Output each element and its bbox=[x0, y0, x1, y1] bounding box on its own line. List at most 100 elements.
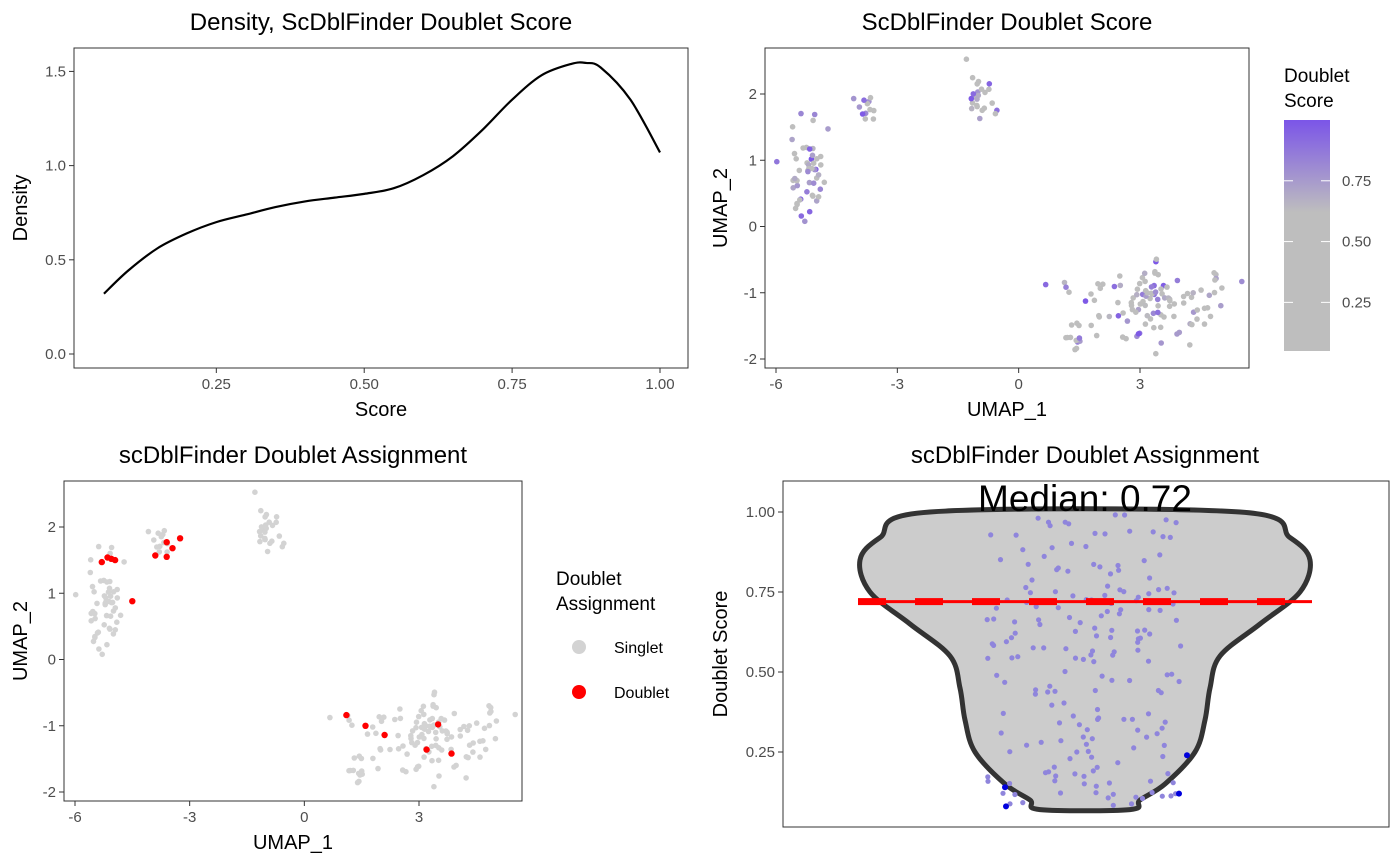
violin-point bbox=[1178, 643, 1184, 649]
umap-score-point bbox=[798, 213, 805, 219]
umap-score-point bbox=[1130, 295, 1136, 301]
violin-point bbox=[1105, 795, 1111, 801]
umap-score-point bbox=[981, 105, 988, 111]
violin-point bbox=[1168, 793, 1174, 799]
umap-score-point bbox=[968, 95, 975, 102]
median-dash bbox=[1143, 598, 1171, 606]
umap-score-point bbox=[1096, 314, 1103, 320]
umap-score-point bbox=[1148, 284, 1155, 290]
umap-singlet-point bbox=[412, 742, 418, 748]
violin-point bbox=[1057, 790, 1064, 796]
violin-point bbox=[1094, 764, 1100, 770]
violin-point bbox=[1027, 590, 1033, 596]
umap-assignment-plot-frame bbox=[63, 480, 523, 802]
umap-score-point bbox=[791, 150, 798, 157]
legend-label-doublet: Doublet bbox=[614, 685, 670, 702]
umap-score-point bbox=[810, 180, 817, 186]
violin-point bbox=[1036, 617, 1042, 623]
violin-point bbox=[1068, 540, 1075, 547]
umap-score-point bbox=[1154, 296, 1161, 303]
umap-score-point bbox=[806, 208, 813, 215]
umap-singlet-point bbox=[92, 615, 98, 622]
umap-singlet-point bbox=[464, 727, 471, 734]
violin-point bbox=[1088, 652, 1094, 658]
umap-singlet-point bbox=[72, 591, 79, 598]
umap-singlet-point bbox=[257, 533, 264, 539]
violin-point bbox=[1037, 621, 1043, 628]
umap-assignment-x-tick-label: -6 bbox=[68, 809, 81, 826]
umap-score-point bbox=[1204, 305, 1211, 311]
umap-singlet-point bbox=[257, 538, 263, 545]
umap-score-x-tick-label: -3 bbox=[891, 376, 904, 393]
umap-singlet-point bbox=[421, 711, 427, 718]
umap-score-y-ticks: -2 -1 0 1 2 bbox=[744, 86, 765, 368]
umap-score-point bbox=[1120, 310, 1126, 316]
umap-singlet-point bbox=[262, 536, 268, 543]
density-x-label: Score bbox=[355, 399, 407, 421]
umap-score-y-tick-label: 1 bbox=[749, 152, 757, 169]
violin-point bbox=[1096, 715, 1102, 721]
density-y-tick-label: 1.0 bbox=[45, 158, 66, 175]
violin-outlier-point bbox=[1176, 790, 1182, 797]
colorbar bbox=[1284, 120, 1330, 351]
violin-point bbox=[1072, 655, 1079, 661]
umap-score-points bbox=[774, 56, 1245, 357]
violin-point bbox=[1091, 659, 1097, 665]
violin-point bbox=[1063, 646, 1069, 652]
umap-score-point bbox=[1211, 289, 1218, 296]
violin-point bbox=[1081, 781, 1087, 787]
violin-point bbox=[1150, 529, 1156, 535]
umap-doublet-point bbox=[362, 722, 369, 729]
umap-assignment-points bbox=[72, 489, 518, 790]
legend-key-singlet bbox=[572, 640, 586, 654]
umap-score-point bbox=[809, 165, 815, 172]
umap-score-point bbox=[1155, 309, 1161, 316]
violin-point bbox=[1085, 748, 1091, 755]
umap-score-point bbox=[811, 111, 818, 118]
colorbar-tick-label: 0.75 bbox=[1342, 173, 1371, 190]
violin-point bbox=[1122, 512, 1128, 518]
umap-score-point bbox=[789, 124, 796, 130]
umap-score-x-label: UMAP_1 bbox=[967, 399, 1047, 421]
umap-score-point bbox=[806, 179, 813, 186]
umap-score-point bbox=[856, 104, 863, 110]
umap-singlet-point bbox=[364, 731, 371, 737]
umap-score-point bbox=[1142, 278, 1148, 285]
umap-singlet-point bbox=[477, 754, 483, 760]
umap-singlet-point bbox=[457, 726, 464, 733]
umap-score-point bbox=[1198, 287, 1204, 293]
umap-singlet-point bbox=[369, 724, 376, 730]
violin-point bbox=[1035, 515, 1041, 521]
umap-singlet-point bbox=[112, 627, 119, 633]
umap-singlet-point bbox=[487, 710, 493, 716]
density-x-tick-label: 1.00 bbox=[645, 376, 674, 393]
umap-singlet-point bbox=[381, 714, 387, 720]
violin-point bbox=[1090, 768, 1096, 774]
violin-point bbox=[1127, 528, 1133, 534]
umap-score-point bbox=[1158, 340, 1164, 346]
violin-point bbox=[1081, 773, 1087, 779]
violin-point bbox=[1094, 706, 1101, 713]
umap-assignment-y-ticks: -2 -1 0 1 2 bbox=[43, 519, 64, 801]
umap-assignment-y-tick-label: -2 bbox=[43, 784, 56, 801]
umap-score-point bbox=[1063, 284, 1069, 291]
umap-singlet-point bbox=[164, 549, 170, 555]
violin-point bbox=[1041, 645, 1047, 651]
violin-point bbox=[1131, 745, 1137, 751]
umap-singlet-point bbox=[451, 764, 457, 770]
assignment-legend-title: Doublet Assignment bbox=[556, 569, 656, 615]
umap-singlet-point bbox=[154, 544, 160, 550]
umap-score-point bbox=[1061, 279, 1068, 286]
umap-singlet-point bbox=[107, 613, 114, 619]
violin-point bbox=[1104, 608, 1110, 615]
violin-point bbox=[1097, 564, 1103, 570]
umap-singlet-point bbox=[416, 734, 423, 740]
violin-point bbox=[1003, 639, 1010, 645]
violin-point bbox=[1164, 672, 1170, 678]
umap-singlet-point bbox=[351, 755, 358, 761]
umap-score-point bbox=[970, 91, 977, 97]
umap-doublet-point bbox=[169, 545, 176, 552]
umap-score-point bbox=[1166, 303, 1173, 310]
violin-point bbox=[1159, 725, 1165, 731]
violin-point bbox=[1129, 716, 1135, 722]
